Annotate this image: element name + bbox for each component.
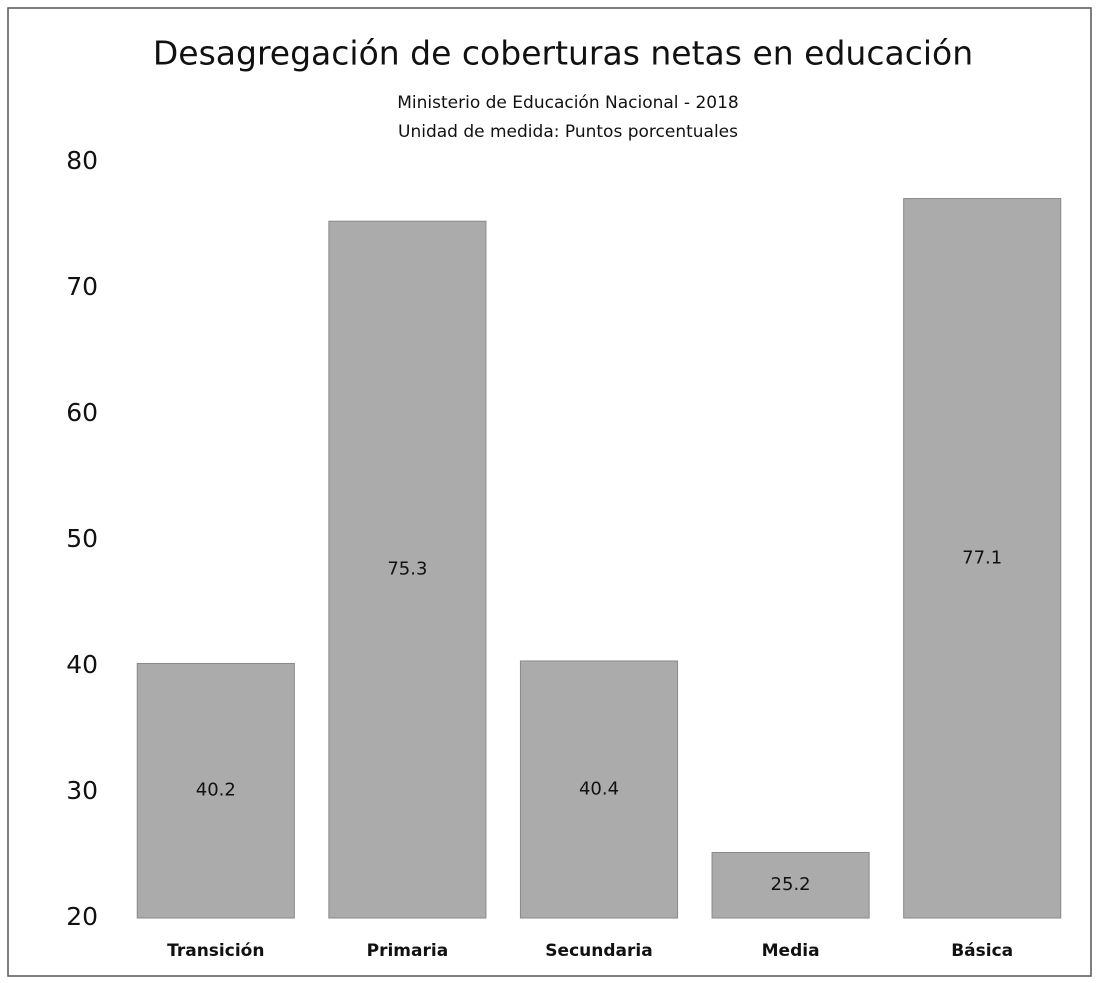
y-tick-label: 30: [66, 776, 98, 805]
y-tick-label: 80: [66, 146, 98, 175]
value-label: 77.1: [962, 547, 1002, 568]
value-label: 40.4: [579, 778, 619, 799]
value-label: 25.2: [771, 874, 811, 895]
x-tick-label: Primaria: [367, 941, 449, 961]
chart-subtitle: Unidad de medida: Puntos porcentuales: [398, 122, 738, 142]
value-label: 75.3: [387, 559, 427, 580]
value-label: 40.2: [196, 780, 236, 801]
y-tick-label: 20: [66, 902, 98, 931]
y-tick-label: 40: [66, 650, 98, 679]
frame: [7, 7, 1092, 977]
x-tick-label: Transición: [167, 941, 264, 961]
bar: [136, 662, 295, 919]
y-tick-label: 70: [66, 272, 98, 301]
chart-title: Desagregación de coberturas netas en edu…: [153, 34, 973, 73]
y-tick-label: 60: [66, 398, 98, 427]
bar: [903, 198, 1062, 919]
bar: [711, 851, 870, 919]
x-tick-label: Secundaria: [545, 941, 652, 961]
bar: [328, 220, 487, 919]
x-tick-label: Básica: [951, 941, 1013, 961]
y-tick-label: 50: [66, 524, 98, 553]
x-tick-label: Media: [762, 941, 820, 961]
chart-subtitle: Ministerio de Educación Nacional - 2018: [397, 93, 739, 113]
bar: [519, 660, 679, 919]
